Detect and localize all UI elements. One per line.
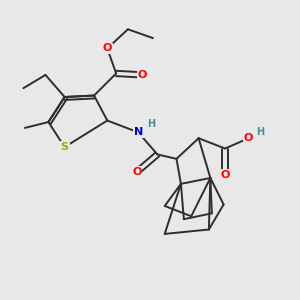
Text: O: O [244,133,253,143]
Text: O: O [132,167,141,177]
Text: O: O [138,70,147,80]
Text: O: O [220,170,230,180]
Text: S: S [61,142,69,152]
Text: H: H [256,127,264,137]
Text: O: O [103,44,112,53]
Text: H: H [147,119,155,129]
Text: N: N [134,127,143,137]
